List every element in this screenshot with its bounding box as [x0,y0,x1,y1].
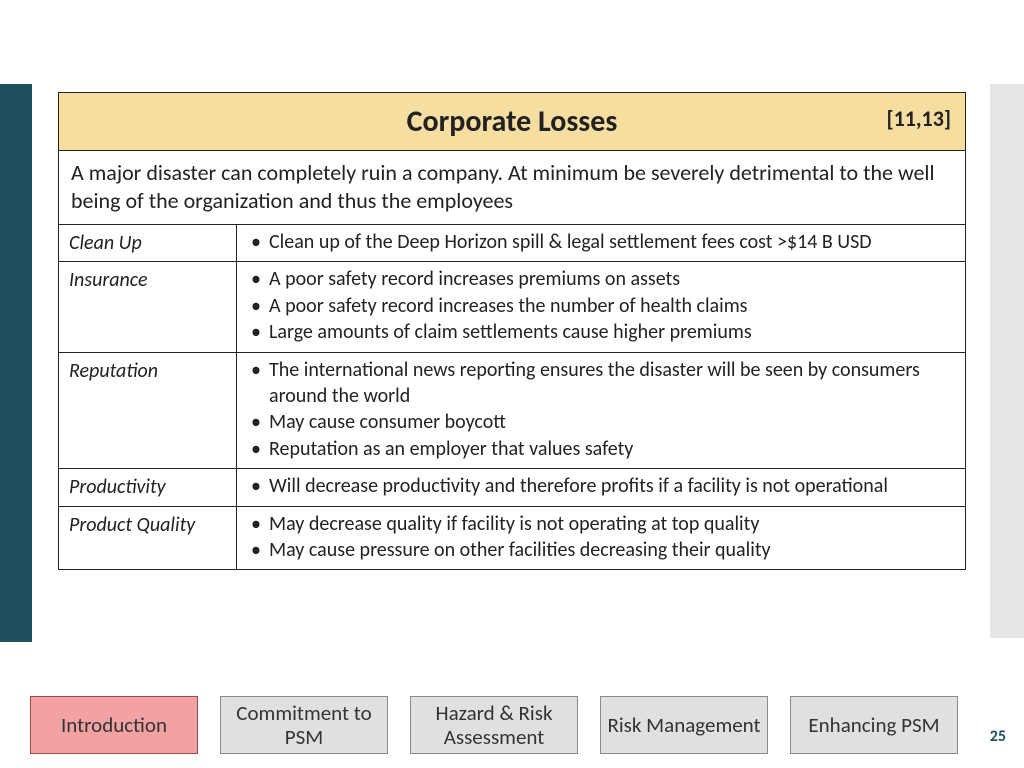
nav-tab-hazard-risk-assessment[interactable]: Hazard & Risk Assessment [410,696,578,754]
bullet-item: A poor safety record increases premiums … [269,266,955,292]
nav-tab-label: Commitment to PSM [227,701,381,749]
table-title-cell: Corporate Losses [11,13] [59,93,966,151]
left-accent-bar [0,84,32,642]
nav-tab-introduction[interactable]: Introduction [30,696,198,754]
bullet-item: May cause consumer boycott [269,409,955,435]
row-bullets: May decrease quality if facility is not … [237,506,966,570]
bullet-item: May decrease quality if facility is not … [269,511,955,537]
row-label: Reputation [59,352,237,469]
nav-tab-label: Introduction [61,713,167,737]
nav-tab-enhancing-psm[interactable]: Enhancing PSM [790,696,958,754]
table-row: Insurance A poor safety record increases … [59,262,966,352]
right-side-bar [990,84,1024,638]
slide-title: Corporate Losses [407,103,618,140]
nav-tab-label: Hazard & Risk Assessment [417,701,571,749]
slide-reference: [11,13] [886,105,951,132]
page-number: 25 [990,727,1006,746]
row-label: Insurance [59,262,237,352]
row-label: Productivity [59,469,237,506]
row-label: Clean Up [59,225,237,262]
row-label: Product Quality [59,506,237,570]
intro-cell: A major disaster can completely ruin a c… [59,151,966,225]
intro-text: A major disaster can completely ruin a c… [71,159,935,214]
nav-tab-commitment-to-psm[interactable]: Commitment to PSM [220,696,388,754]
row-bullets: The international news reporting ensures… [237,352,966,469]
nav-tab-label: Risk Management [607,713,760,737]
bullet-item: May cause pressure on other facilities d… [269,537,955,563]
content-table: Corporate Losses [11,13] A major disaste… [58,92,966,570]
bullet-item: Will decrease productivity and therefore… [269,473,955,499]
table-row: Product Quality May decrease quality if f… [59,506,966,570]
row-bullets: Clean up of the Deep Horizon spill & leg… [237,225,966,262]
bullet-item: The international news reporting ensures… [269,357,955,410]
nav-tab-label: Enhancing PSM [808,713,939,737]
bullet-item: A poor safety record increases the numbe… [269,293,955,319]
bullet-item: Clean up of the Deep Horizon spill & leg… [269,229,955,255]
nav-tab-risk-management[interactable]: Risk Management [600,696,768,754]
bullet-item: Reputation as an employer that values sa… [269,436,955,462]
slide: Corporate Losses [11,13] A major disaste… [0,0,1024,768]
table-row: Clean Up Clean up of the Deep Horizon spi… [59,225,966,262]
nav-tabs: Introduction Commitment to PSM Hazard & Ri… [30,696,970,754]
row-bullets: Will decrease productivity and therefore… [237,469,966,506]
row-bullets: A poor safety record increases premiums … [237,262,966,352]
bullet-item: Large amounts of claim settlements cause… [269,319,955,345]
table-row: Productivity Will decrease productivity a… [59,469,966,506]
table-row: Reputation The international news reporti… [59,352,966,469]
